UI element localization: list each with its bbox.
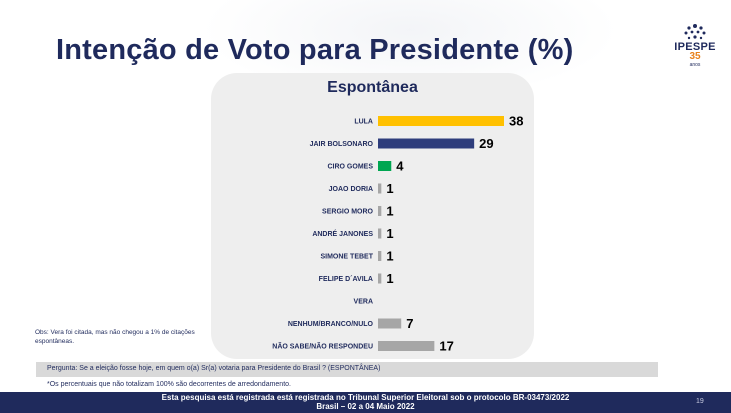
bar-nao-sabe-nao-respondeu	[378, 341, 435, 351]
category-label-ciro-gomes: CIRO GOMES	[327, 164, 373, 171]
category-label-lula: LULA	[354, 119, 373, 126]
value-label-andre-janones: 1	[386, 226, 393, 241]
value-label-sergio-moro: 1	[386, 204, 393, 219]
bar-nenhum-branco-nulo	[378, 318, 402, 329]
bar-felipe-d-avila	[378, 273, 382, 284]
bar-lula	[378, 116, 504, 126]
footer-date: Brasil – 02 a 04 Maio 2022	[316, 402, 415, 411]
ipespe-logo-icon	[684, 24, 706, 40]
chart-title: Espontânea	[327, 79, 418, 96]
category-label-sergio-moro: SERGIO MORO	[322, 209, 374, 216]
rounding-footnote: *Os percentuais que não totalizam 100% s…	[47, 381, 291, 388]
bar-sergio-moro	[378, 206, 382, 216]
question-box	[36, 362, 658, 377]
category-label-felipe-d-avila: FELIPE D´AVILA	[319, 276, 373, 283]
bar-jair-bolsonaro	[378, 138, 475, 149]
category-label-vera: VERA	[354, 299, 373, 306]
logo-name: IPESPE	[674, 41, 716, 53]
logo-anos: anos	[689, 62, 701, 68]
bar-simone-tebet	[378, 251, 382, 261]
value-label-jair-bolsonaro: 29	[479, 136, 493, 151]
value-label-ciro-gomes: 4	[396, 159, 404, 174]
bar-joao-doria	[378, 183, 382, 194]
category-label-joao-doria: JOAO DORIA	[329, 186, 373, 193]
question-text: Pergunta: Se a eleição fosse hoje, em qu…	[47, 365, 381, 372]
category-label-andre-janones: ANDRÉ JANONES	[312, 229, 373, 238]
category-label-simone-tebet: SIMONE TEBET	[320, 254, 373, 261]
observation-note: Obs: Vera foi citada, mas não chegou a 1…	[35, 329, 195, 345]
category-label-jair-bolsonaro: JAIR BOLSONARO	[310, 141, 374, 148]
page-title: Intenção de Voto para Presidente (%)	[56, 34, 574, 66]
value-label-nao-sabe-nao-respondeu: 17	[439, 339, 453, 354]
logo-years: 35	[689, 51, 701, 62]
bar-ciro-gomes	[378, 161, 392, 171]
bar-andre-janones	[378, 228, 382, 239]
value-label-simone-tebet: 1	[386, 249, 393, 264]
category-label-nenhum-branco-nulo: NENHUM/BRANCO/NULO	[288, 321, 374, 328]
footer-bar: Esta pesquisa está registrada está regis…	[0, 392, 731, 413]
page-number: 19	[696, 398, 704, 405]
value-label-nenhum-branco-nulo: 7	[406, 316, 413, 331]
value-label-lula: 38	[509, 114, 523, 129]
footer-registration: Esta pesquisa está registrada está regis…	[161, 393, 570, 402]
value-label-felipe-d-avila: 1	[386, 271, 393, 286]
category-label-nao-sabe-nao-respondeu: NÃO SABE/NÃO RESPONDEU	[272, 342, 373, 351]
value-label-joao-doria: 1	[386, 181, 393, 196]
